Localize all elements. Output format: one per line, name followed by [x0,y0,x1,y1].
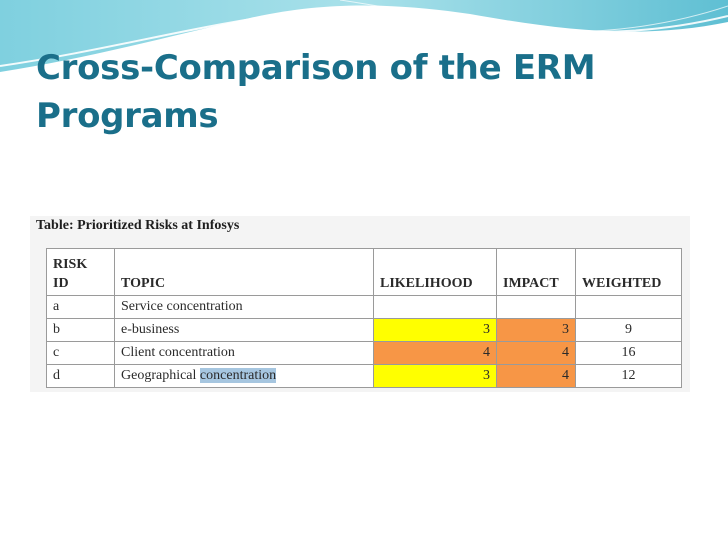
risk-id-cell: a [46,295,115,319]
header-weighted: WEIGHTED [575,248,682,296]
prioritized-risks-table: RISK ID TOPIC LIKELIHOOD IMPACT WEIGHTED … [46,248,682,388]
weighted-cell: 12 [575,364,682,388]
likelihood-cell: 4 [373,341,497,365]
header-wave-decoration [0,0,728,79]
header-risk-id: RISK ID [46,248,115,296]
header-risk-id-line2: ID [53,276,69,291]
topic-text: Geographical [121,368,200,383]
likelihood-cell [373,295,497,319]
header-topic: TOPIC [114,248,374,296]
risk-table-figure: Table: Prioritized Risks at Infosys RISK… [30,216,690,392]
impact-cell: 4 [496,364,576,388]
weighted-cell: 16 [575,341,682,365]
header-impact: IMPACT [496,248,576,296]
topic-cell: Service concentration [114,295,374,319]
table-row: a Service concentration [46,295,682,319]
header-likelihood: LIKELIHOOD [373,248,497,296]
risk-id-cell: d [46,364,115,388]
weighted-cell: 9 [575,318,682,342]
weighted-cell [575,295,682,319]
likelihood-cell: 3 [373,364,497,388]
impact-cell [496,295,576,319]
topic-cell: Geographical concentration [114,364,374,388]
table-header-row: RISK ID TOPIC LIKELIHOOD IMPACT WEIGHTED [46,248,682,296]
slide-title: Cross-Comparison of the ERM Programs [36,48,596,136]
table-row: c Client concentration 4 4 16 [46,341,682,365]
likelihood-cell: 3 [373,318,497,342]
topic-cell: e-business [114,318,374,342]
impact-cell: 3 [496,318,576,342]
impact-cell: 4 [496,341,576,365]
topic-cell: Client concentration [114,341,374,365]
table-row: d Geographical concentration 3 4 12 [46,364,682,388]
risk-id-cell: b [46,318,115,342]
header-risk-id-line1: RISK [53,257,88,272]
highlighted-topic-text: concentration [199,368,277,383]
table-caption: Table: Prioritized Risks at Infosys [36,218,240,233]
risk-id-cell: c [46,341,115,365]
table-row: b e-business 3 3 9 [46,318,682,342]
